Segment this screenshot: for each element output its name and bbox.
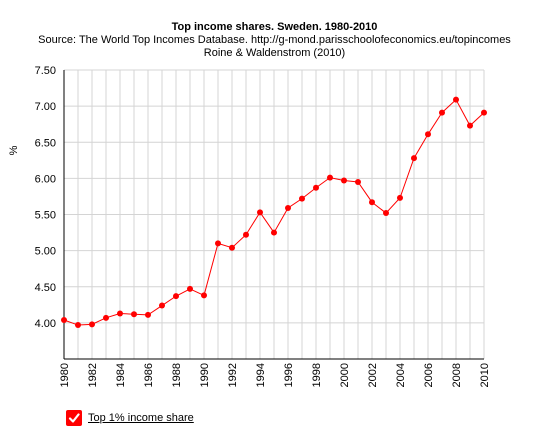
x-tick-label: 1994 xyxy=(255,363,267,387)
y-axis-label: % xyxy=(8,145,20,155)
chart-subtitle-line-1: Source: The World Top Incomes Database. … xyxy=(38,34,511,46)
data-point[interactable] xyxy=(229,244,235,251)
y-tick-label: 5.00 xyxy=(35,246,56,258)
x-tick-label: 1986 xyxy=(143,363,155,387)
y-tick-label: 6.50 xyxy=(35,137,56,149)
chart-title: Top income shares. Sweden. 1980-2010 xyxy=(171,21,378,33)
data-point[interactable] xyxy=(215,240,221,247)
data-point[interactable] xyxy=(341,177,347,184)
chart-subtitle: Source: The World Top Incomes Database. … xyxy=(0,34,549,60)
y-tick-label: 7.00 xyxy=(35,101,56,113)
x-tick-label: 2010 xyxy=(479,363,491,387)
x-tick-label: 1988 xyxy=(171,363,183,387)
y-tick-label: 5.50 xyxy=(35,210,56,222)
data-point[interactable] xyxy=(439,109,445,116)
data-point[interactable] xyxy=(145,311,151,318)
series-points xyxy=(61,96,487,329)
data-point[interactable] xyxy=(173,293,179,300)
data-point[interactable] xyxy=(313,184,319,191)
data-point[interactable] xyxy=(201,292,207,299)
data-point[interactable] xyxy=(117,310,123,317)
data-point[interactable] xyxy=(299,195,305,202)
data-point[interactable] xyxy=(397,194,403,201)
data-point[interactable] xyxy=(61,316,67,323)
data-point[interactable] xyxy=(285,204,291,211)
x-tick-label: 1996 xyxy=(283,363,295,387)
data-point[interactable] xyxy=(369,199,375,206)
y-tick-label: 4.00 xyxy=(35,318,56,330)
x-tick-label: 1984 xyxy=(115,363,127,387)
checkmark-icon xyxy=(68,413,80,423)
data-point[interactable] xyxy=(383,210,389,217)
data-point[interactable] xyxy=(89,321,95,328)
y-tick-label: 6.00 xyxy=(35,173,56,185)
data-point[interactable] xyxy=(243,231,249,238)
y-tick-label: 7.50 xyxy=(35,65,56,77)
legend-checkbox[interactable] xyxy=(66,410,82,426)
x-tick-label: 2002 xyxy=(367,363,379,387)
data-point[interactable] xyxy=(453,96,459,103)
y-tick-label: 4.50 xyxy=(35,282,56,294)
data-point[interactable] xyxy=(425,131,431,138)
data-point[interactable] xyxy=(103,314,109,321)
data-point[interactable] xyxy=(75,322,81,329)
data-point[interactable] xyxy=(159,302,165,309)
data-point[interactable] xyxy=(187,285,193,292)
x-tick-labels: 1980 1982 1984 1986 1988 1990 1992 1994 1996 1998… xyxy=(59,363,491,387)
grid-lines xyxy=(63,69,485,359)
legend-label[interactable]: Top 1% income share xyxy=(88,412,194,424)
data-point[interactable] xyxy=(257,209,263,216)
x-tick-label: 1980 xyxy=(59,363,71,387)
data-point[interactable] xyxy=(467,122,473,129)
data-point[interactable] xyxy=(131,311,137,318)
x-tick-label: 1998 xyxy=(311,363,323,387)
x-tick-label: 2004 xyxy=(395,363,407,387)
data-point[interactable] xyxy=(327,174,333,181)
axes xyxy=(63,70,484,360)
x-tick-label: 2006 xyxy=(423,363,435,387)
chart-subtitle-line-2: Roine & Waldenstrom (2010) xyxy=(203,47,346,59)
data-point[interactable] xyxy=(481,109,487,116)
y-tick-labels: 4.00 4.50 5.00 5.50 6.00 6.50 7.00 7.50 xyxy=(35,65,56,330)
data-point[interactable] xyxy=(271,229,277,236)
legend-item-top-1-percent[interactable]: Top 1% income share xyxy=(66,410,194,426)
x-tick-label: 1992 xyxy=(227,363,239,387)
x-tick-label: 1990 xyxy=(199,363,211,387)
x-tick-label: 2008 xyxy=(451,363,463,387)
x-tick-label: 2000 xyxy=(339,363,351,387)
x-tick-label: 1982 xyxy=(87,363,99,387)
data-point[interactable] xyxy=(355,178,361,185)
data-point[interactable] xyxy=(411,155,417,162)
